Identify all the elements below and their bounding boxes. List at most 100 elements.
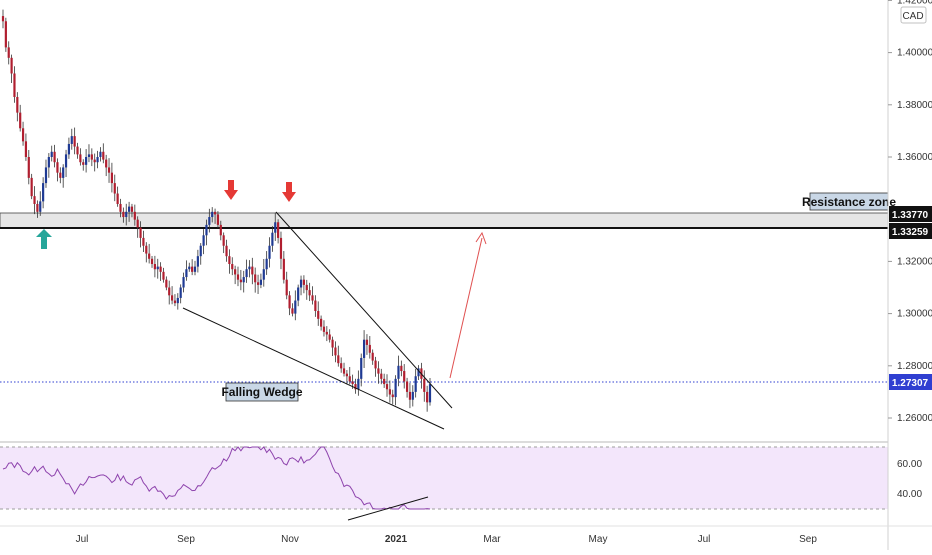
candle bbox=[297, 284, 300, 307]
candle bbox=[354, 378, 357, 394]
candle bbox=[374, 356, 377, 377]
candle bbox=[256, 274, 260, 294]
candle bbox=[105, 154, 108, 177]
candle bbox=[254, 267, 257, 293]
time-axis[interactable]: Jul Sep Nov 2021 Mar May Jul Sep bbox=[76, 534, 818, 545]
candle bbox=[90, 148, 93, 167]
candle bbox=[67, 137, 71, 159]
candle bbox=[345, 370, 348, 385]
candle bbox=[193, 260, 197, 276]
candle bbox=[145, 242, 148, 263]
time-tick-label: May bbox=[589, 534, 608, 545]
candle bbox=[208, 208, 211, 233]
candle bbox=[73, 127, 76, 155]
candle bbox=[299, 275, 303, 296]
candle bbox=[262, 259, 265, 287]
candle bbox=[291, 303, 294, 317]
candle bbox=[50, 145, 53, 162]
candle bbox=[30, 173, 33, 200]
candle bbox=[271, 226, 274, 252]
candle bbox=[159, 262, 162, 281]
candle bbox=[62, 164, 65, 188]
candle bbox=[219, 220, 222, 241]
candle bbox=[59, 167, 62, 184]
candle bbox=[417, 365, 420, 380]
candle bbox=[102, 143, 105, 164]
time-tick-label: Nov bbox=[281, 534, 299, 545]
candle bbox=[99, 147, 102, 162]
candle bbox=[274, 212, 277, 241]
resistance-zone bbox=[0, 212, 889, 229]
price-axis[interactable]: 1.42000 1.40000 1.38000 1.36000 1.32000 1.300… bbox=[888, 0, 932, 424]
candle bbox=[44, 159, 48, 188]
candle bbox=[400, 360, 403, 377]
candle bbox=[1, 9, 5, 29]
candle bbox=[397, 355, 400, 387]
candle bbox=[176, 293, 179, 310]
red-down-arrow-icon bbox=[282, 182, 296, 202]
last-price: 1.27307 bbox=[892, 378, 929, 389]
candle bbox=[113, 174, 116, 202]
candle bbox=[394, 375, 397, 406]
candle bbox=[231, 257, 234, 276]
candle bbox=[153, 255, 156, 278]
candle bbox=[242, 270, 245, 293]
currency-badge bbox=[900, 6, 927, 24]
candle bbox=[245, 259, 248, 283]
candle bbox=[213, 208, 217, 224]
rsi-tick-label: 60.00 bbox=[897, 459, 922, 470]
projection-arrow-head bbox=[475, 231, 487, 245]
candle bbox=[426, 385, 429, 412]
candle bbox=[33, 186, 36, 215]
rsi-divergence-line bbox=[347, 496, 429, 521]
candle bbox=[268, 237, 271, 268]
candle bbox=[39, 191, 42, 216]
candle bbox=[228, 249, 231, 274]
candle bbox=[325, 326, 328, 342]
candle bbox=[265, 251, 268, 275]
candle bbox=[116, 186, 119, 207]
price-tick-label: 1.28000 bbox=[897, 361, 932, 372]
candle bbox=[388, 380, 391, 403]
candle bbox=[391, 389, 394, 405]
time-tick-label: Sep bbox=[177, 534, 195, 545]
candle bbox=[179, 284, 182, 304]
candle bbox=[371, 349, 374, 365]
wedge-upper-line[interactable] bbox=[275, 211, 453, 409]
rsi-axis: 60.00 40.00 bbox=[897, 459, 922, 500]
candle bbox=[168, 280, 171, 305]
candle bbox=[122, 207, 125, 223]
candle bbox=[13, 66, 16, 103]
candle bbox=[328, 329, 331, 343]
candle bbox=[130, 203, 134, 218]
wedge-lower-line[interactable] bbox=[182, 307, 445, 430]
candle bbox=[322, 320, 326, 337]
price-tick-label: 1.36000 bbox=[897, 152, 932, 163]
candle bbox=[331, 336, 334, 356]
candle bbox=[302, 275, 306, 294]
candle bbox=[191, 259, 194, 276]
candles bbox=[1, 9, 432, 412]
candle bbox=[340, 357, 343, 373]
candle bbox=[320, 315, 323, 331]
price-tick-label: 1.40000 bbox=[897, 48, 932, 59]
candle bbox=[294, 290, 297, 321]
candle bbox=[342, 362, 346, 377]
candle bbox=[24, 133, 28, 161]
pattern-label-box bbox=[225, 382, 299, 402]
candle bbox=[156, 258, 159, 279]
resistance-top-price: 1.33770 bbox=[892, 210, 929, 221]
rsi-tick-label: 40.00 bbox=[897, 489, 922, 500]
candle bbox=[385, 374, 389, 397]
candle bbox=[383, 373, 386, 388]
candle bbox=[405, 377, 409, 398]
candle bbox=[428, 378, 432, 406]
candle bbox=[368, 336, 371, 359]
candle bbox=[96, 150, 99, 169]
candle bbox=[305, 279, 308, 300]
red-down-arrow-icon bbox=[224, 180, 238, 200]
time-tick-label: Jul bbox=[698, 534, 711, 545]
candle bbox=[165, 276, 168, 291]
candle bbox=[337, 345, 340, 367]
